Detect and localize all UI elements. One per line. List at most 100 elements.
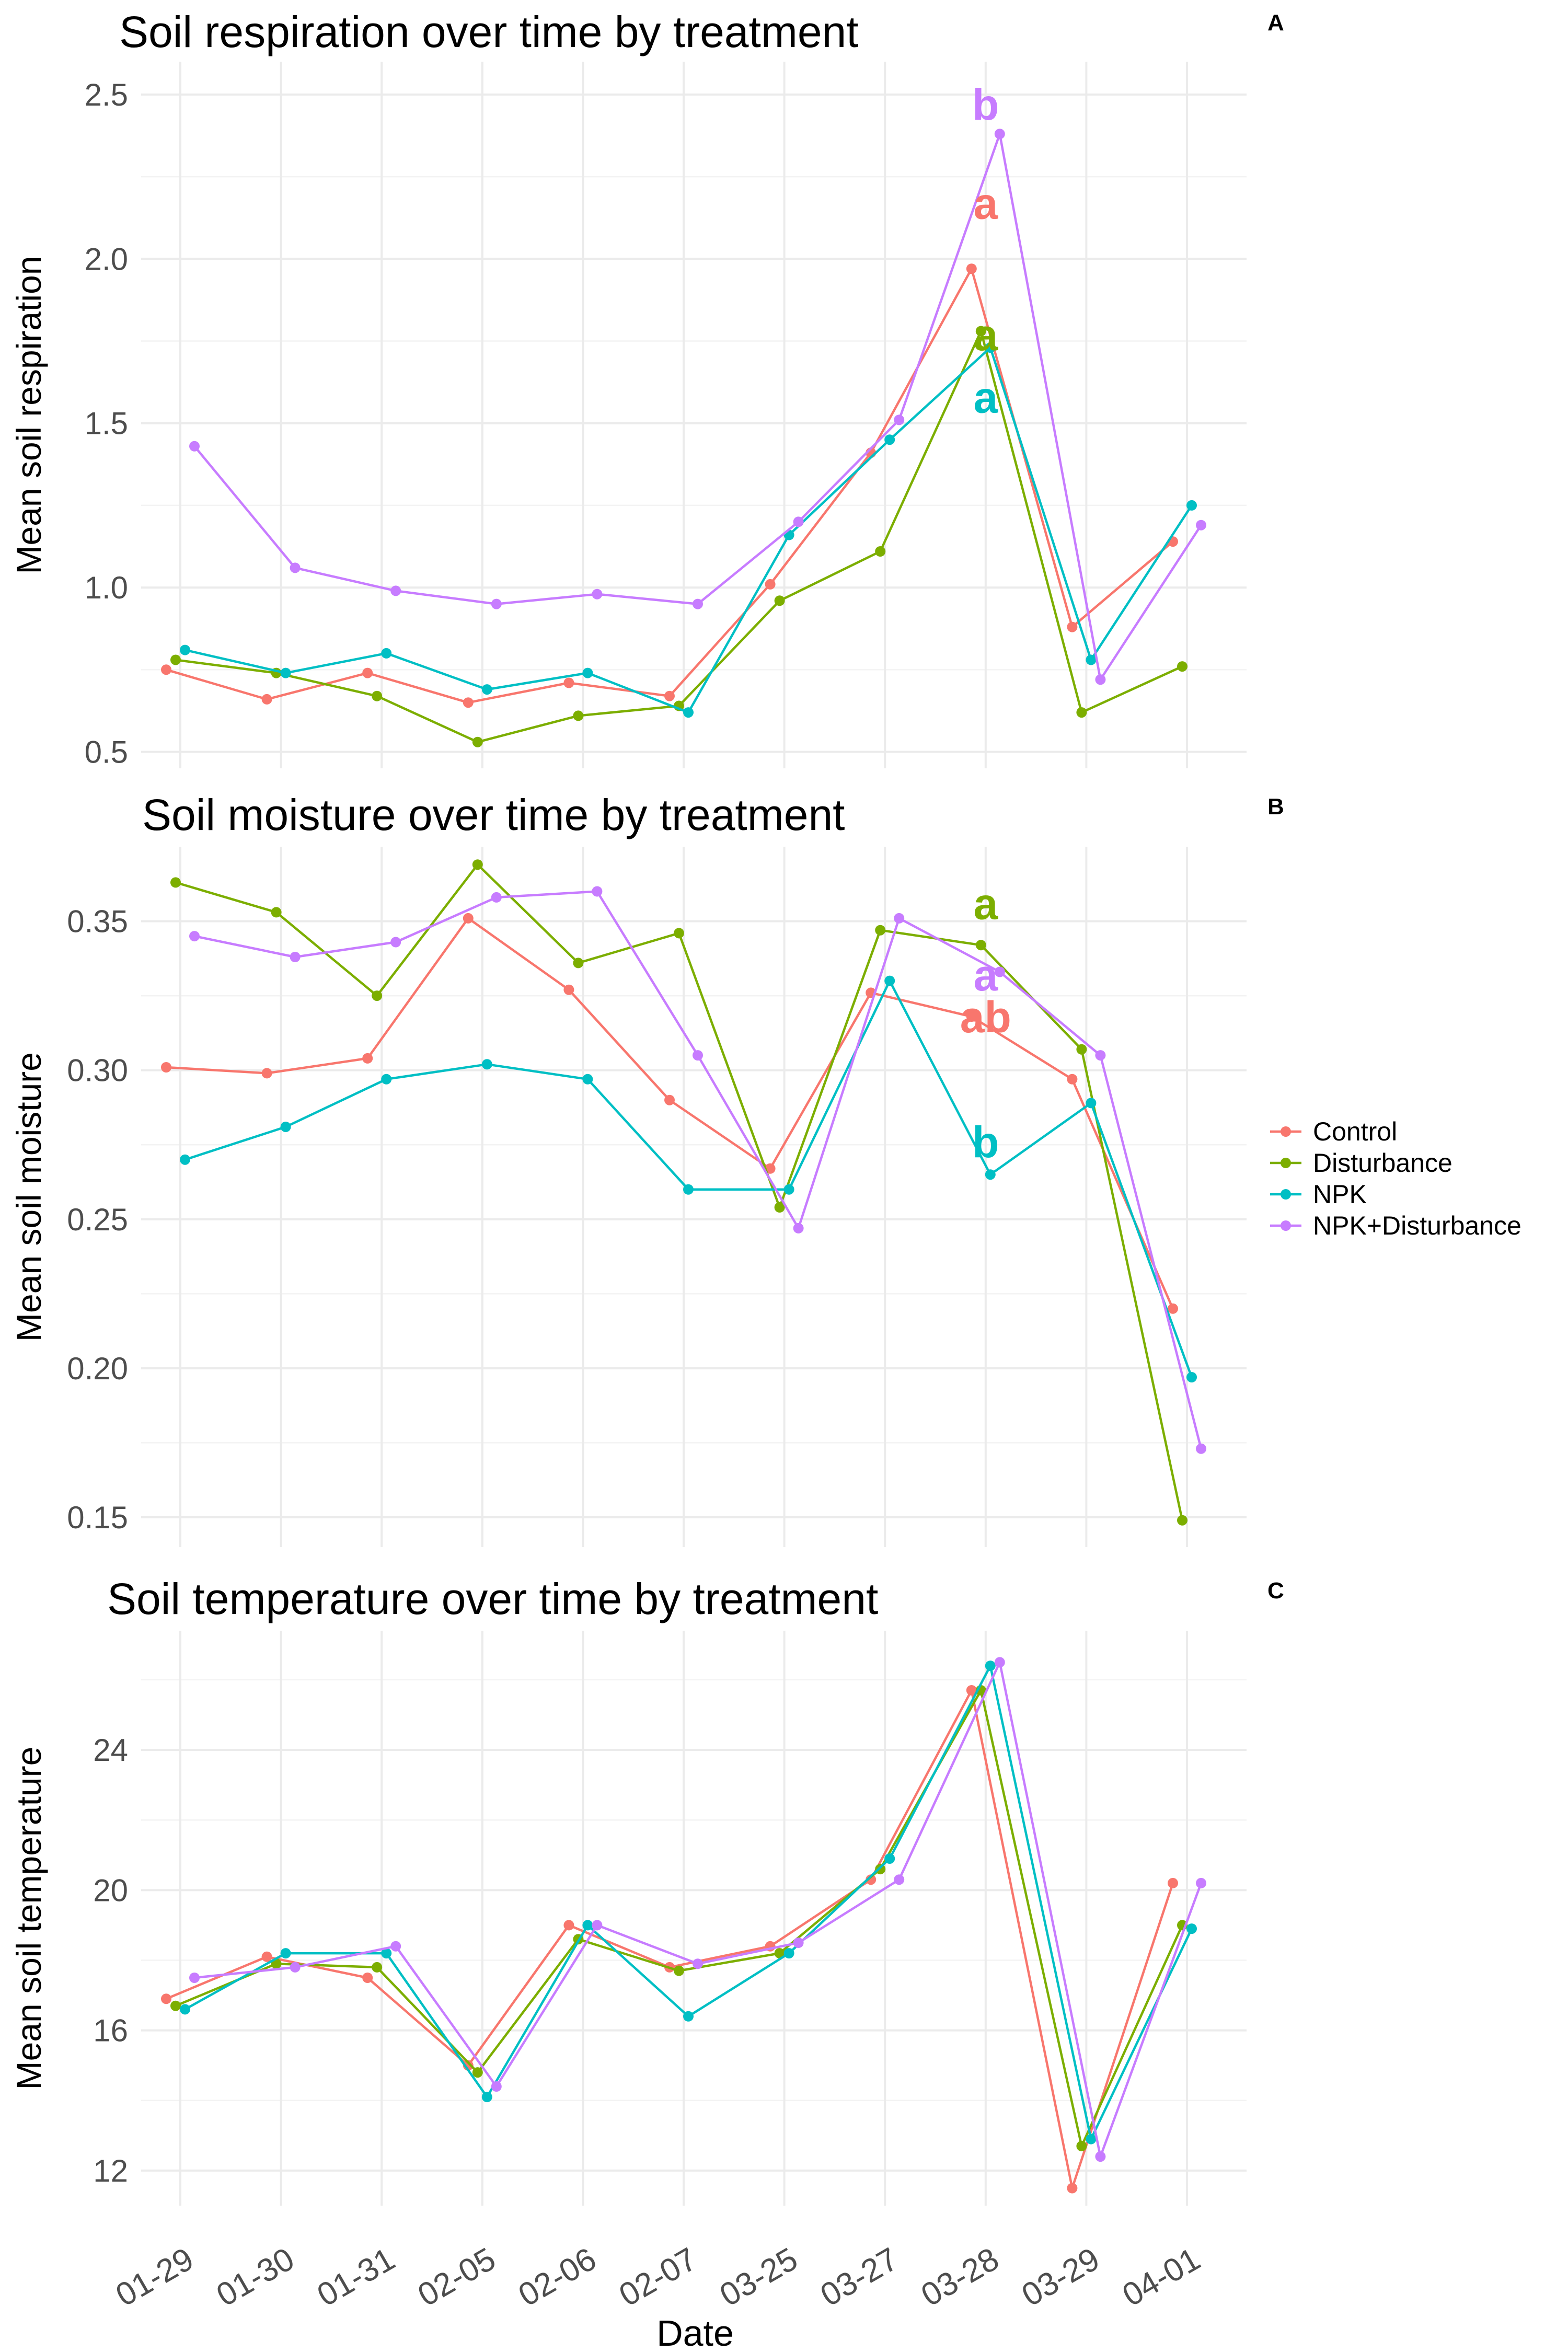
data-point-npk bbox=[381, 1948, 392, 1959]
y-tick-label: 0.35 bbox=[67, 904, 128, 939]
data-point-disturbance bbox=[573, 710, 584, 721]
data-point-disturbance bbox=[1076, 2141, 1087, 2151]
data-point-disturbance bbox=[674, 1965, 684, 1976]
y-tick-label: 0.25 bbox=[67, 1202, 128, 1237]
data-point-disturbance bbox=[472, 859, 483, 870]
data-point-npk bbox=[280, 1948, 291, 1959]
data-point-npk bbox=[180, 644, 190, 655]
data-point-npk bbox=[985, 342, 996, 353]
data-point-disturbance bbox=[170, 2000, 181, 2011]
series-line-npk-disturbance bbox=[193, 133, 1202, 681]
x-axis-label: Date bbox=[656, 2313, 734, 2352]
data-point-npk bbox=[381, 1074, 392, 1085]
data-point-disturbance bbox=[372, 990, 383, 1001]
data-point-npk bbox=[1086, 1098, 1097, 1109]
x-tick-label: 01-31 bbox=[311, 2241, 401, 2313]
data-point-npk bbox=[481, 2092, 492, 2103]
data-point-npk-disturbance bbox=[693, 1050, 703, 1061]
data-point-disturbance bbox=[1076, 707, 1087, 718]
data-point-npk bbox=[481, 684, 492, 695]
chart-panel-b: 0.15 0.20 0.25 0.30 0.35 Soil moisture over t… bbox=[9, 790, 1284, 1547]
data-point-npk-disturbance bbox=[1095, 1050, 1106, 1061]
data-point-npk bbox=[1086, 654, 1097, 665]
y-tick-label: 0.5 bbox=[85, 735, 128, 770]
data-point-npk bbox=[582, 1074, 593, 1085]
data-point-npk-disturbance bbox=[1095, 2151, 1106, 2162]
data-point-npk-disturbance bbox=[491, 598, 502, 609]
x-tick-label: 03-25 bbox=[714, 2241, 804, 2313]
legend-key-point bbox=[1281, 1189, 1291, 1200]
data-point-npk-disturbance bbox=[390, 1941, 401, 1952]
data-point-disturbance bbox=[875, 925, 886, 936]
y-tick-label: 1.0 bbox=[85, 570, 128, 605]
data-point-disturbance bbox=[472, 2067, 483, 2078]
data-point-disturbance bbox=[774, 1202, 785, 1213]
data-point-npk-disturbance bbox=[390, 585, 401, 596]
y-tick-label: 1.5 bbox=[85, 406, 128, 441]
data-point-control bbox=[1168, 1877, 1178, 1888]
data-point-npk bbox=[180, 2004, 190, 2015]
significance-letter: a bbox=[973, 879, 998, 928]
data-point-disturbance bbox=[372, 690, 383, 701]
data-point-control bbox=[664, 690, 675, 701]
data-point-disturbance bbox=[975, 326, 986, 337]
data-point-npk bbox=[481, 1059, 492, 1070]
data-point-disturbance bbox=[774, 595, 785, 606]
data-point-npk bbox=[582, 1920, 593, 1931]
data-point-npk bbox=[1186, 1372, 1197, 1382]
data-point-npk-disturbance bbox=[189, 1973, 200, 1983]
chart-panel-c: 12 16 20 24 Soil temperature over time by tr… bbox=[9, 1574, 1284, 2352]
data-point-disturbance bbox=[271, 907, 282, 918]
data-point-npk bbox=[884, 434, 895, 445]
x-tick-label: 03-28 bbox=[915, 2241, 1005, 2313]
y-tick-label: 24 bbox=[93, 1733, 128, 1768]
y-tick-label: 0.30 bbox=[67, 1053, 128, 1088]
legend-key-point bbox=[1281, 1220, 1291, 1231]
x-tick-label: 02-06 bbox=[513, 2241, 603, 2313]
data-point-npk bbox=[582, 667, 593, 678]
data-point-control bbox=[463, 697, 474, 708]
data-point-npk-disturbance bbox=[994, 129, 1005, 140]
data-point-disturbance bbox=[1076, 1044, 1087, 1055]
data-point-npk bbox=[683, 1184, 694, 1195]
x-tick-label: 01-30 bbox=[211, 2241, 301, 2313]
y-tick-label: 0.20 bbox=[67, 1351, 128, 1386]
data-point-control bbox=[261, 1951, 272, 1962]
data-point-npk bbox=[180, 1154, 190, 1165]
legend-label: Control bbox=[1313, 1117, 1397, 1146]
series-line-disturbance bbox=[175, 330, 1183, 743]
data-point-npk-disturbance bbox=[1196, 520, 1206, 531]
data-point-npk bbox=[783, 1184, 794, 1195]
x-tick-label: 04-01 bbox=[1116, 2241, 1206, 2313]
data-point-disturbance bbox=[372, 1962, 383, 1973]
data-point-control bbox=[161, 1062, 171, 1073]
data-point-npk-disturbance bbox=[592, 1920, 603, 1931]
data-point-control bbox=[966, 263, 977, 274]
series-line-npk bbox=[184, 1664, 1193, 2140]
chart-panel-a: 0.5 1.0 1.5 2.0 2.5 Soil respiration over tim… bbox=[9, 7, 1284, 770]
data-point-npk-disturbance bbox=[189, 931, 200, 942]
data-point-control bbox=[1168, 1303, 1178, 1314]
data-point-npk bbox=[683, 2011, 694, 2022]
series-line-disturbance bbox=[175, 1689, 1184, 2148]
data-point-npk-disturbance bbox=[1095, 674, 1106, 685]
data-point-npk-disturbance bbox=[1196, 1443, 1206, 1454]
significance-letter: ab bbox=[960, 993, 1011, 1042]
data-point-npk-disturbance bbox=[592, 589, 603, 599]
data-point-npk-disturbance bbox=[290, 1962, 301, 1973]
data-point-control bbox=[362, 667, 373, 678]
data-point-control bbox=[563, 677, 574, 688]
data-point-control bbox=[1067, 1074, 1078, 1085]
data-point-control bbox=[362, 1973, 373, 1983]
data-point-disturbance bbox=[975, 940, 986, 951]
series-line-npk-disturbance bbox=[194, 890, 1203, 1449]
data-point-npk bbox=[783, 1948, 794, 1959]
data-point-npk-disturbance bbox=[189, 441, 200, 452]
significance-letter: a bbox=[973, 951, 998, 1000]
x-tick-label: 02-07 bbox=[613, 2241, 703, 2313]
data-point-npk bbox=[1186, 1923, 1197, 1934]
data-point-npk bbox=[985, 1169, 996, 1180]
data-point-npk-disturbance bbox=[290, 952, 301, 962]
legend-label: NPK bbox=[1313, 1180, 1367, 1209]
